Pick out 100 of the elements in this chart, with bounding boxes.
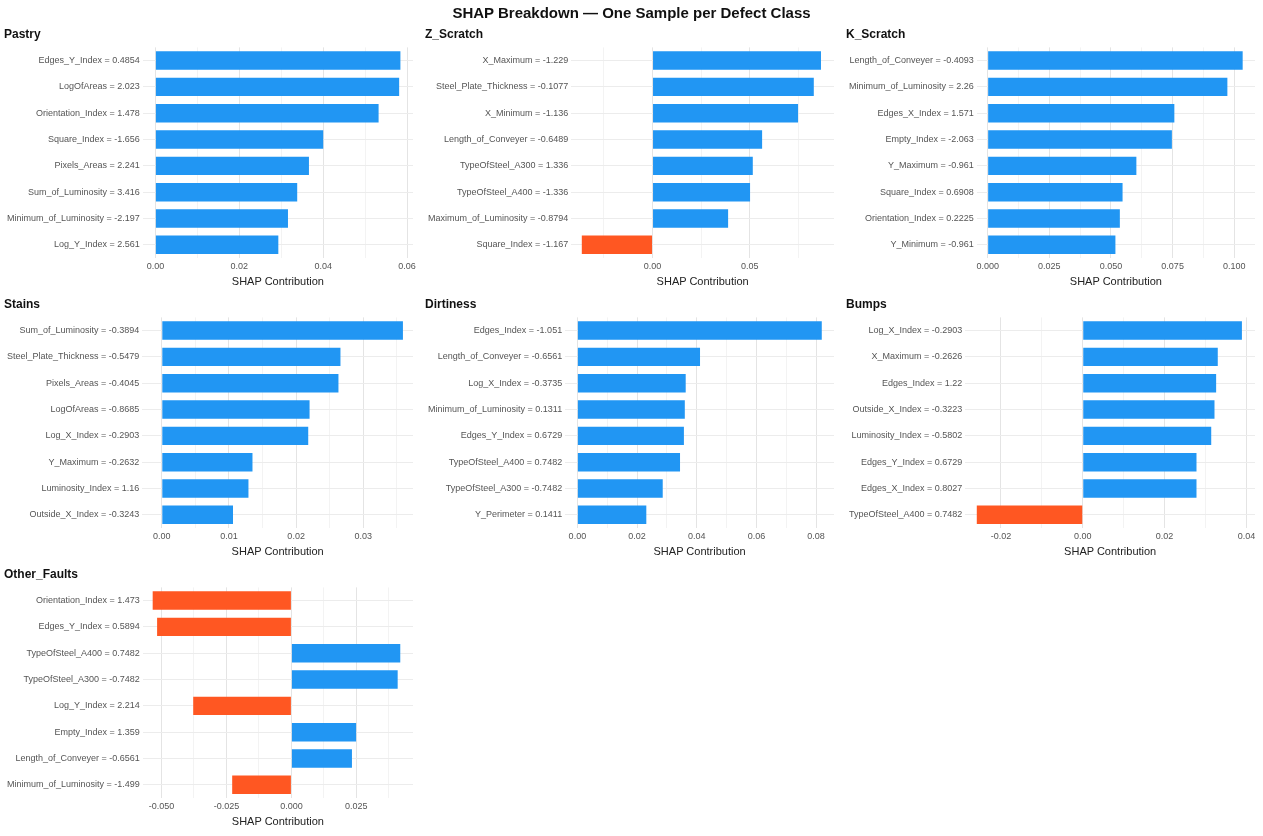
y-tick-label: X_Maximum = -0.2626 [871, 351, 963, 362]
bar [988, 104, 1175, 123]
y-tick-label: Log_Y_Index = 2.214 [53, 700, 140, 711]
y-tick-label: LogOfAreas = 2.023 [59, 81, 140, 92]
y-tick-label: Edges_Y_Index = 0.4854 [38, 55, 140, 66]
bar [988, 51, 1243, 70]
x-tick-label: 0.00 [146, 260, 165, 271]
x-tick-label: 0.075 [1161, 260, 1184, 271]
bar [653, 51, 821, 70]
bar [988, 130, 1172, 149]
bar [577, 321, 822, 340]
y-tick-label: Luminosity_Index = 1.16 [41, 483, 140, 493]
x-tick-label: 0.04 [1237, 530, 1256, 541]
bar [577, 426, 684, 446]
y-tick-label: Minimum_of_Luminosity = -2.197 [7, 213, 140, 223]
x-axis-title: SHAP Contribution [1069, 275, 1162, 288]
text: Pastry [4, 26, 42, 41]
x-axis-title: SHAP Contribution [653, 545, 746, 558]
x-tick-label: 0.100 [1223, 260, 1246, 271]
y-tick-label: LogOfAreas = -0.8685 [50, 404, 140, 415]
y-tick-label: Y_Maximum = -0.961 [888, 160, 974, 171]
y-tick-label: Empty_Index = -2.063 [885, 134, 974, 145]
x-tick-label: 0.050 [1099, 260, 1123, 271]
x-tick-label: -0.050 [148, 800, 175, 811]
bar [157, 617, 291, 637]
y-tick-label: X_Maximum = -1.229 [482, 55, 569, 66]
y-tick-label: Steel_Plate_Thickness = -0.5479 [6, 351, 140, 362]
y-tick-label: Orientation_Index = 0.2225 [864, 213, 974, 223]
text: Z_Scratch [425, 26, 484, 41]
bar [653, 209, 729, 228]
x-axis-title: SHAP Contribution [231, 545, 324, 558]
x-tick-label: 0.02 [230, 260, 249, 271]
x-tick-label: 0.02 [287, 530, 305, 541]
bar [291, 670, 398, 689]
text: SHAP Breakdown — One Sample per Defect Class [451, 4, 812, 21]
x-tick-label: 0.01 [220, 530, 238, 541]
bar [1083, 426, 1212, 446]
bar [577, 400, 685, 419]
bar [291, 749, 352, 768]
y-tick-label: Y_Perimeter = 0.1411 [475, 509, 563, 520]
y-tick-label: Log_X_Index = -0.2903 [45, 430, 140, 441]
y-tick-label: Y_Maximum = -0.2632 [48, 456, 140, 467]
bar [988, 77, 1228, 97]
x-tick-label: -0.02 [990, 530, 1012, 541]
y-tick-label: Minimum_of_Luminosity = 2.26 [849, 81, 974, 92]
y-tick-label: Edges_Y_Index = 0.6729 [460, 430, 563, 441]
bar [577, 452, 681, 472]
bar [653, 104, 799, 123]
y-tick-label: Edges_Y_Index = 0.6729 [860, 456, 963, 467]
x-tick-label: 0.05 [740, 260, 759, 271]
bar [291, 644, 401, 663]
bar [291, 722, 357, 742]
bar [162, 479, 249, 498]
bar [155, 182, 298, 202]
x-tick-label: 0.00 [1073, 530, 1092, 541]
y-tick-label: Sum_of_Luminosity = -0.3894 [19, 325, 140, 336]
y-tick-label: Outside_X_Index = -0.3243 [29, 509, 140, 520]
text: Other_Faults [4, 566, 79, 581]
y-tick-label: Log_X_Index = -0.2903 [868, 325, 963, 336]
y-tick-label: Edges_X_Index = 0.8027 [860, 483, 963, 493]
y-tick-label: Steel_Plate_Thickness = -0.1077 [435, 81, 569, 92]
y-tick-label: TypeOfSteel_A400 = 0.7482 [26, 647, 140, 658]
x-tick-label: 0.04 [687, 530, 706, 541]
y-tick-label: Orientation_Index = 1.478 [35, 107, 140, 118]
x-tick-label: 0.06 [398, 260, 416, 271]
x-tick-label: 0.04 [314, 260, 332, 271]
bar [1083, 321, 1242, 340]
bar [653, 156, 753, 176]
y-tick-label: Edges_Y_Index = 0.5894 [38, 621, 140, 632]
text: K_Scratch [846, 26, 906, 41]
bar [1083, 452, 1197, 472]
bar [988, 156, 1137, 176]
bar [988, 209, 1120, 228]
y-tick-label: TypeOfSteel_A300 = -0.7482 [445, 483, 563, 493]
bar [162, 374, 339, 393]
y-tick-label: Minimum_of_Luminosity = -1.499 [7, 779, 140, 790]
y-tick-label: Luminosity_Index = -0.5802 [851, 430, 963, 441]
y-tick-label: Pixels_Areas = -0.4045 [46, 377, 140, 388]
y-tick-label: Square_Index = -1.656 [47, 134, 140, 145]
y-tick-label: TypeOfSteel_A300 = 1.336 [459, 160, 569, 171]
y-tick-label: Edges_Index = -1.051 [473, 325, 563, 336]
y-tick-label: Length_of_Conveyer = -0.6489 [443, 134, 569, 145]
bar [162, 321, 403, 340]
y-tick-label: Log_Y_Index = 2.561 [53, 239, 140, 250]
bar [152, 591, 291, 610]
bar [988, 182, 1123, 202]
text: Dirtiness [425, 296, 477, 311]
y-tick-label: Pixels_Areas = 2.241 [54, 160, 140, 171]
x-axis-title: SHAP Contribution [656, 275, 749, 288]
x-tick-label: 0.025 [345, 800, 368, 811]
bar [577, 374, 686, 393]
y-tick-label: Y_Minimum = -0.961 [890, 239, 974, 250]
y-tick-label: X_Minimum = -1.136 [485, 107, 569, 118]
text: Bumps [846, 296, 887, 311]
bar [155, 104, 379, 123]
y-tick-label: Minimum_of_Luminosity = 0.1311 [428, 404, 563, 415]
y-tick-label: Edges_X_Index = 1.571 [877, 107, 974, 118]
bar [577, 505, 647, 525]
x-tick-label: 0.00 [153, 530, 171, 541]
x-axis-title: SHAP Contribution [231, 275, 324, 288]
